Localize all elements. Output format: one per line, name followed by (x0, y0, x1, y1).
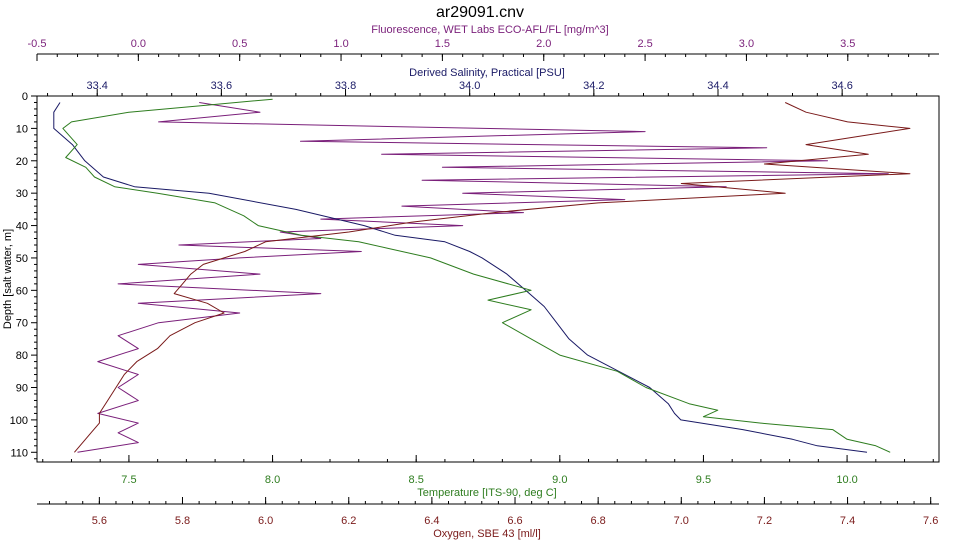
depth-tick-label: 80 (16, 350, 28, 362)
oxygen-tick-label: 5.6 (92, 515, 107, 527)
oxygen-tick-label: 6.8 (591, 515, 606, 527)
temperature-tick-label: 8.0 (265, 474, 280, 486)
temperature-tick-label: 8.5 (409, 474, 424, 486)
salinity-axis-title: Derived Salinity, Practical [PSU] (409, 67, 565, 79)
oxygen-series-line (74, 102, 911, 453)
temperature-tick-label: 9.5 (696, 474, 711, 486)
depth-tick-label: 20 (16, 156, 28, 168)
depth-tick-label: 10 (16, 123, 28, 135)
depth-tick-label: 0 (22, 91, 28, 103)
fluorescence-tick-label: 0.0 (131, 38, 146, 50)
oxygen-tick-label: 6.2 (341, 515, 356, 527)
chart-title: ar29091.cnv (436, 4, 524, 21)
temperature-axis-title: Temperature [ITS-90, deg C] (417, 487, 556, 499)
oxygen-tick-label: 7.6 (923, 515, 938, 527)
depth-tick-label: 30 (16, 188, 28, 200)
fluorescence-tick-label: 3.5 (840, 38, 855, 50)
oxygen-tick-label: 7.0 (674, 515, 689, 527)
depth-tick-label: 100 (10, 415, 28, 427)
depth-tick-label: 40 (16, 221, 28, 233)
fluorescence-axis: -0.5 0.0 0.5 1.0 1.5 2.0 2.5 3.0 3.5 (28, 38, 939, 61)
temperature-tick-label: 7.5 (121, 474, 136, 486)
depth-axis: 0 10 20 30 40 50 60 70 80 90 100 110 (10, 91, 37, 459)
oxygen-tick-label: 6.6 (507, 515, 522, 527)
fluorescence-tick-label: 2.5 (637, 38, 652, 50)
oxygen-tick-label: 7.4 (840, 515, 855, 527)
fluorescence-tick-label: -0.5 (28, 38, 47, 50)
salinity-tick-label: 33.4 (87, 80, 108, 92)
salinity-tick-label: 34.4 (707, 80, 728, 92)
fluorescence-tick-label: 1.5 (435, 38, 450, 50)
oxygen-tick-label: 6.0 (258, 515, 273, 527)
temperature-tick-label: 10.0 (836, 474, 857, 486)
oxygen-tick-label: 5.8 (175, 515, 190, 527)
depth-tick-label: 70 (16, 318, 28, 330)
salinity-tick-label: 34.2 (583, 80, 604, 92)
fluorescence-axis-title: Fluorescence, WET Labs ECO-AFL/FL [mg/m^… (371, 24, 608, 36)
fluorescence-series-line (77, 102, 889, 453)
temperature-series-line (62, 98, 891, 453)
fluorescence-tick-label: 1.0 (333, 38, 348, 50)
depth-tick-label: 90 (16, 383, 28, 395)
salinity-series-line (53, 102, 868, 453)
fluorescence-tick-label: 2.0 (536, 38, 551, 50)
oxygen-tick-label: 7.2 (757, 515, 772, 527)
depth-tick-label: 60 (16, 285, 28, 297)
depth-tick-label: 50 (16, 253, 28, 265)
oxygen-axis: 5.6 5.8 6.0 6.2 6.4 6.6 6.8 7.0 7.2 7.4 7.6 (37, 497, 939, 527)
salinity-tick-label: 33.6 (211, 80, 232, 92)
fluorescence-tick-label: 3.0 (739, 38, 754, 50)
depth-tick-label: 110 (10, 447, 28, 459)
depth-axis-title: Depth [salt water, m] (2, 229, 14, 329)
temperature-tick-label: 9.0 (552, 474, 567, 486)
salinity-tick-label: 33.8 (335, 80, 356, 92)
series-layer (53, 98, 911, 453)
salinity-tick-label: 34.0 (459, 80, 480, 92)
oxygen-axis-title: Oxygen, SBE 43 [ml/l] (433, 528, 541, 540)
temperature-axis: 7.5 8.0 8.5 9.0 9.5 10.0 (37, 455, 939, 486)
salinity-tick-label: 34.6 (831, 80, 852, 92)
oxygen-tick-label: 6.4 (424, 515, 439, 527)
fluorescence-tick-label: 0.5 (232, 38, 247, 50)
